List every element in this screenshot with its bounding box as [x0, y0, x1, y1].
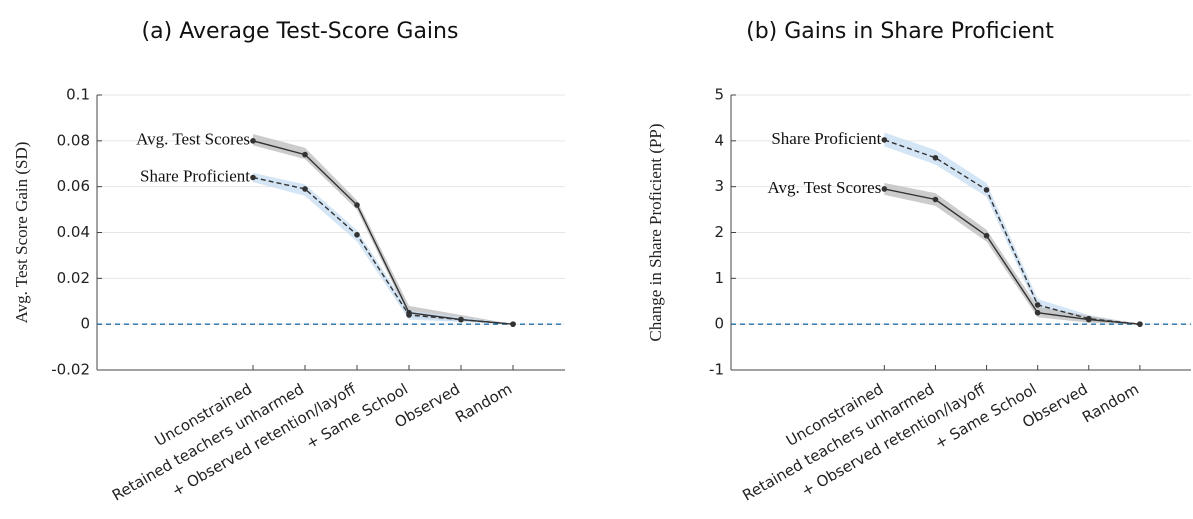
- point: [354, 231, 360, 238]
- panel-title: (b) Gains in Share Proficient: [746, 19, 1054, 44]
- y-axis-label: Avg. Test Score Gain (SD): [12, 142, 31, 324]
- point: [354, 202, 360, 208]
- y-tick-label: 2: [714, 223, 724, 241]
- point: [932, 196, 939, 203]
- series-line: [884, 188, 1140, 325]
- confidence-band: [253, 133, 513, 325]
- y-tick-label: 0.1: [66, 86, 90, 104]
- series-line: [252, 176, 514, 325]
- point: [983, 232, 990, 239]
- y-tick-label: 0.08: [57, 131, 90, 149]
- confidence-band: [884, 183, 1140, 325]
- series-line: [252, 140, 514, 325]
- point: [302, 186, 308, 192]
- x-tick-label: Random: [452, 380, 515, 427]
- series-label: Share Proficient: [140, 166, 250, 185]
- point: [881, 186, 888, 192]
- series-label: Avg. Test Scores: [136, 130, 250, 149]
- x-tick-label: Random: [1079, 380, 1142, 427]
- point: [302, 151, 308, 158]
- y-tick-label: 0.06: [57, 177, 90, 195]
- panel-title: (a) Average Test-Score Gains: [142, 19, 459, 44]
- y-tick-label: 0.04: [57, 223, 90, 241]
- point: [1034, 309, 1041, 316]
- point: [458, 316, 464, 323]
- y-tick-label: 3: [714, 177, 724, 195]
- y-tick-label: -1: [709, 361, 724, 379]
- y-axis-label: Change in Share Proficient (PP): [646, 123, 665, 341]
- point: [1085, 316, 1092, 323]
- y-tick-label: 5: [714, 86, 724, 104]
- confidence-band: [884, 132, 1140, 325]
- x-tick-label: Retained teachers unharmed: [739, 380, 937, 505]
- point: [1137, 321, 1143, 327]
- y-tick-label: 0: [714, 315, 724, 333]
- point: [250, 138, 256, 144]
- y-tick-label: 0: [80, 315, 90, 333]
- y-tick-label: 4: [714, 131, 724, 149]
- confidence-band: [253, 172, 513, 325]
- point: [406, 312, 412, 318]
- point: [1034, 302, 1041, 308]
- y-tick-label: 1: [714, 269, 724, 287]
- y-tick-label: 0.02: [57, 269, 90, 287]
- point: [881, 137, 888, 143]
- point: [510, 321, 516, 327]
- series-label: Avg. Test Scores: [767, 178, 881, 197]
- point: [932, 154, 939, 161]
- series-line: [884, 139, 1140, 325]
- point: [983, 187, 990, 193]
- y-tick-label: -0.02: [51, 361, 90, 379]
- series-label: Share Proficient: [771, 129, 881, 148]
- point: [250, 174, 256, 181]
